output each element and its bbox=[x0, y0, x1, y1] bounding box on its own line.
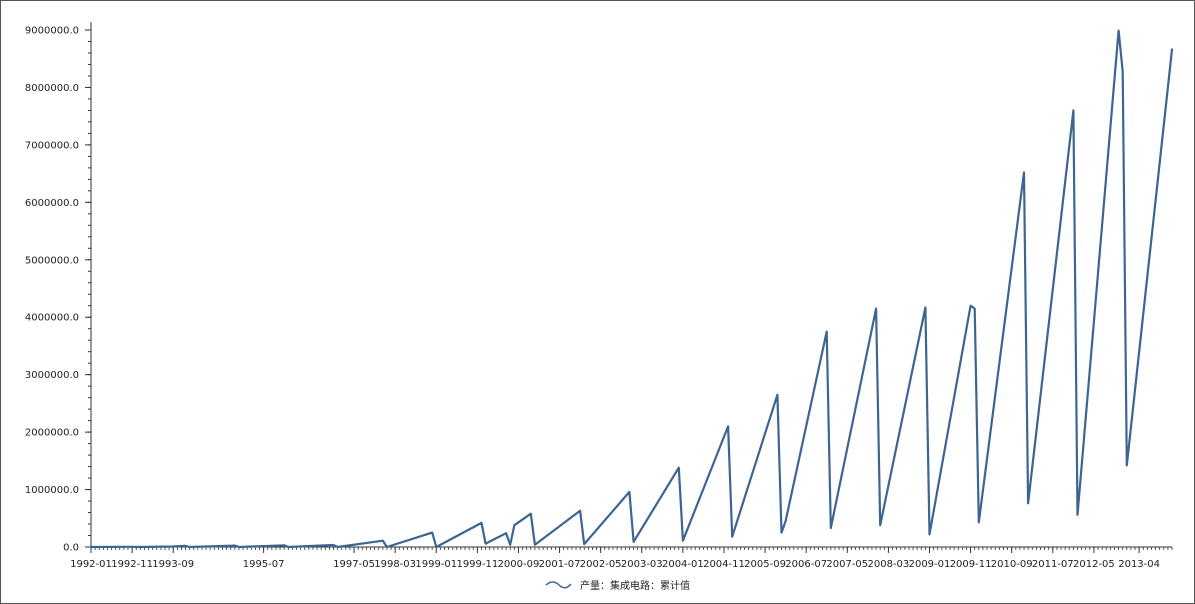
y-tick-label: 5000000.0 bbox=[25, 255, 79, 266]
series-line-0[interactable] bbox=[89, 29, 1174, 549]
x-tick-label: 2009-01 bbox=[909, 559, 951, 570]
series-layer bbox=[89, 29, 1174, 549]
x-tick-label: 2005-09 bbox=[744, 559, 786, 570]
y-tick-label: 2000000.0 bbox=[25, 428, 79, 439]
y-tick-label: 1000000.0 bbox=[25, 485, 79, 496]
x-tick-label: 2006-07 bbox=[785, 559, 827, 570]
x-tick-label: 2003-03 bbox=[621, 559, 663, 570]
y-tick-label: 0.0 bbox=[63, 543, 79, 554]
x-axis: 1992-01 1992-11 1993-09 1995-07 1997-05 1998-… bbox=[70, 546, 1173, 570]
y-tick-label: 4000000.0 bbox=[25, 313, 79, 324]
x-tick-label: 1997-05 bbox=[333, 559, 375, 570]
x-tick-label: 1998-03 bbox=[374, 559, 416, 570]
x-tick-label: 1999-11 bbox=[456, 559, 498, 570]
x-tick-label: 1992-01 bbox=[70, 559, 112, 570]
y-tick-label: 6000000.0 bbox=[25, 198, 79, 209]
legend[interactable]: 产量：集成电路：累计值 bbox=[545, 579, 690, 592]
x-tick-label: 1993-09 bbox=[152, 559, 194, 570]
x-tick-label: 2009-11 bbox=[950, 559, 992, 570]
x-tick-label: 2004-01 bbox=[662, 559, 704, 570]
x-tick-label: 2008-03 bbox=[867, 559, 909, 570]
x-tick-label: 2010-09 bbox=[991, 559, 1033, 570]
legend-line-icon bbox=[545, 581, 572, 589]
x-tick-label: 2002-05 bbox=[580, 559, 622, 570]
x-tick-label: 2012-05 bbox=[1073, 559, 1115, 570]
x-tick-label: 2004-11 bbox=[703, 559, 745, 570]
x-tick-label: 1995-07 bbox=[243, 559, 285, 570]
x-tick-label: 2011-07 bbox=[1032, 559, 1074, 570]
legend-label: 产量：集成电路：累计值 bbox=[580, 579, 690, 592]
x-tick-label: 1992-11 bbox=[111, 559, 153, 570]
x-tick-label: 1999-01 bbox=[415, 559, 457, 570]
x-tick-label: 2007-05 bbox=[826, 559, 868, 570]
y-tick-label: 7000000.0 bbox=[25, 140, 79, 151]
y-tick-label: 3000000.0 bbox=[25, 370, 79, 381]
y-tick-label: 9000000.0 bbox=[25, 26, 79, 37]
y-tick-label: 8000000.0 bbox=[25, 83, 79, 94]
x-tick-label: 2000-09 bbox=[498, 559, 540, 570]
y-axis: 0.0 1000000.0 2000000.0 3000000.0 4000000.0 5… bbox=[25, 22, 92, 554]
x-tick-label: 2001-07 bbox=[539, 559, 581, 570]
x-tick-label: 2013-04 bbox=[1118, 559, 1160, 570]
